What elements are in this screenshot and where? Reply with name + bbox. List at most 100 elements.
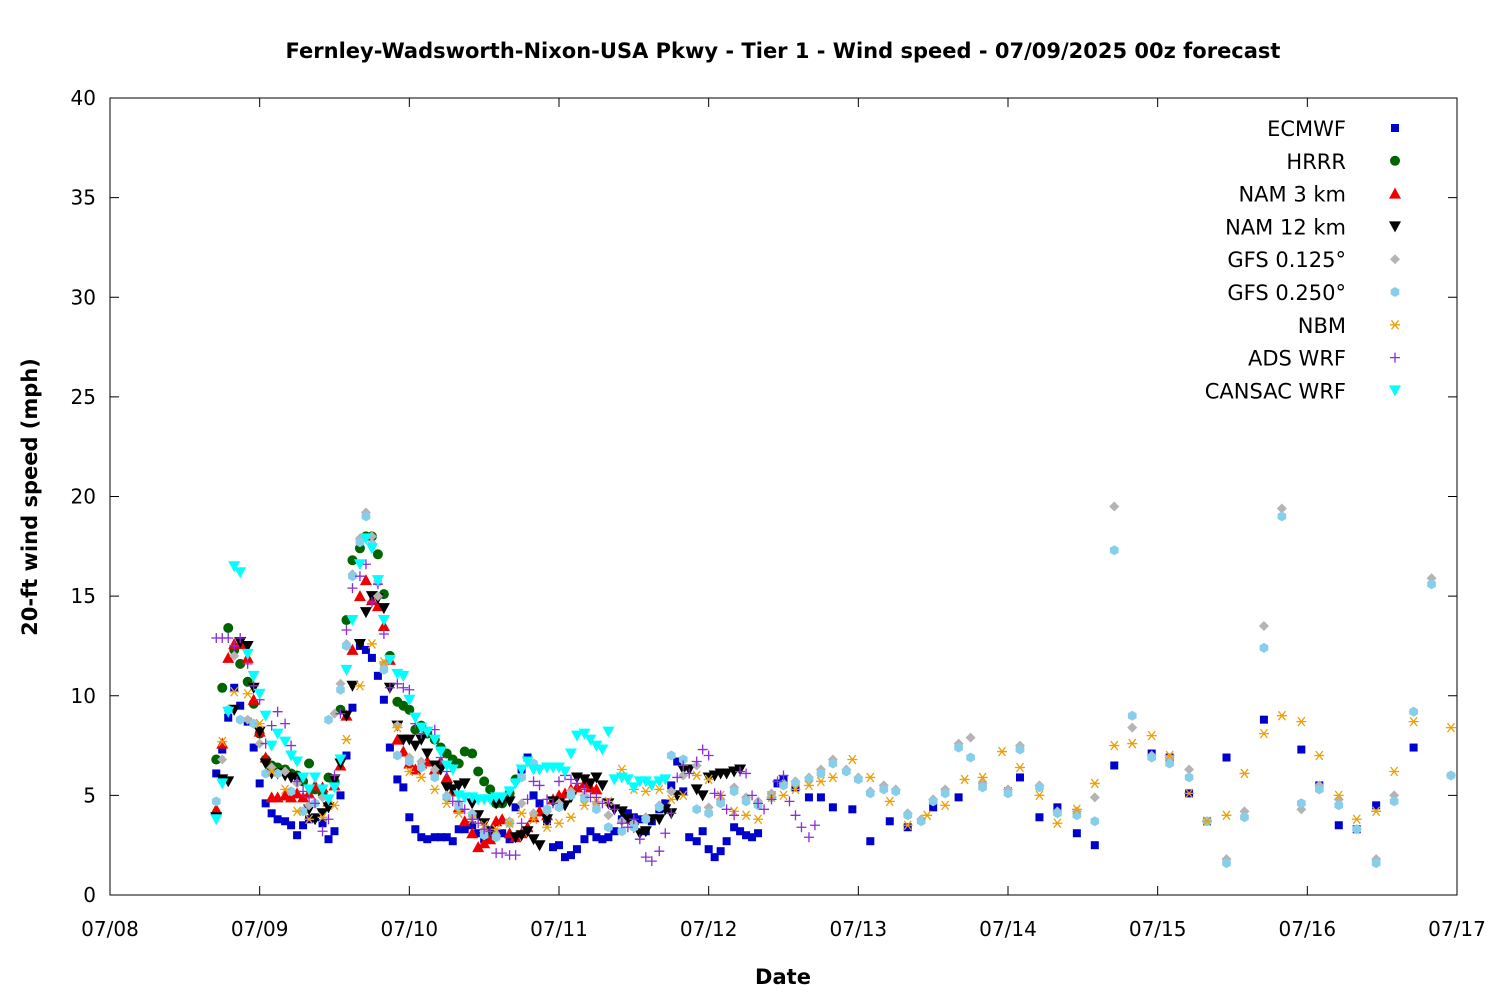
data-point [285,750,298,762]
data-point [902,820,913,831]
data-point [579,800,590,811]
data-point [635,815,644,824]
data-point [1389,766,1400,777]
data-point [359,607,372,619]
data-point [641,814,651,825]
data-point [335,708,346,719]
data-point [346,643,359,655]
data-point [922,810,933,821]
data-point [430,833,439,842]
data-point [1089,792,1100,803]
data-point [354,680,365,691]
data-point [673,757,682,766]
data-point [866,788,875,799]
data-point [216,737,229,749]
data-point [1090,841,1099,850]
data-point [1389,796,1399,807]
data-point [977,772,988,783]
data-point [542,822,553,833]
data-point [347,555,358,566]
series-hrrr [211,531,521,809]
x-tick-label: 07/12 [680,917,738,941]
data-point [272,706,283,717]
data-point [815,776,826,787]
data-point [372,591,383,602]
data-point [318,819,327,828]
data-point [223,632,234,643]
data-point [816,793,825,802]
data-point [621,814,634,826]
data-point [1372,801,1381,810]
data-point [1164,750,1175,761]
data-point [1446,770,1456,781]
data-point [280,784,291,795]
data-point [446,764,459,776]
data-point [474,829,483,838]
data-point [271,728,284,740]
data-point [903,823,912,832]
data-point [654,784,665,795]
data-point [460,825,469,834]
data-point [528,814,539,825]
data-point [521,756,534,768]
data-point [1147,752,1156,763]
y-tick-label: 20 [71,485,96,509]
legend-label: CANSAC WRF [1205,379,1346,403]
data-point [1297,745,1306,754]
data-point [365,543,378,555]
data-point [377,615,390,627]
data-point [261,799,270,808]
data-point [479,824,490,835]
data-point [267,809,276,818]
data-point [1409,743,1418,752]
data-point [340,664,353,676]
data-point [778,770,789,781]
data-point [421,726,434,738]
data-point [535,799,544,808]
legend-marker [1390,319,1400,330]
data-point [1371,806,1382,817]
legend-item: GFS 0.250° [1227,281,1400,305]
data-point [565,774,576,785]
data-point [592,833,601,842]
data-point [266,766,277,777]
data-point [421,748,434,760]
data-point [516,798,527,809]
data-point [329,800,340,811]
y-tick-label: 5 [83,783,96,807]
x-tick-label: 07/08 [81,917,139,941]
data-point [399,783,408,792]
legend-label: NAM 12 km [1225,215,1346,239]
data-point [515,764,528,776]
legend-label: NAM 3 km [1238,183,1346,207]
data-point [790,810,801,821]
data-point [393,775,402,784]
data-point [242,658,253,669]
data-point [498,829,507,838]
data-point [336,791,345,800]
data-point [416,772,427,783]
y-tick-label: 25 [71,385,96,409]
data-point [1090,816,1100,827]
data-point [359,533,372,545]
data-point [1297,798,1306,809]
data-point [458,815,471,827]
data-point [216,778,229,790]
data-point [503,786,516,798]
data-point [796,822,807,833]
data-point [346,615,359,627]
data-point [509,778,522,790]
data-point [379,695,388,704]
data-point [329,770,340,781]
data-point [397,670,410,682]
data-point [666,786,677,797]
data-point [248,680,259,691]
data-point [554,818,564,829]
data-point [721,804,732,815]
data-point [417,833,426,842]
data-point [978,782,987,793]
data-point [1333,790,1344,801]
data-point [715,790,726,801]
legend-item: ECMWF [1267,117,1399,141]
data-point [1035,813,1044,822]
